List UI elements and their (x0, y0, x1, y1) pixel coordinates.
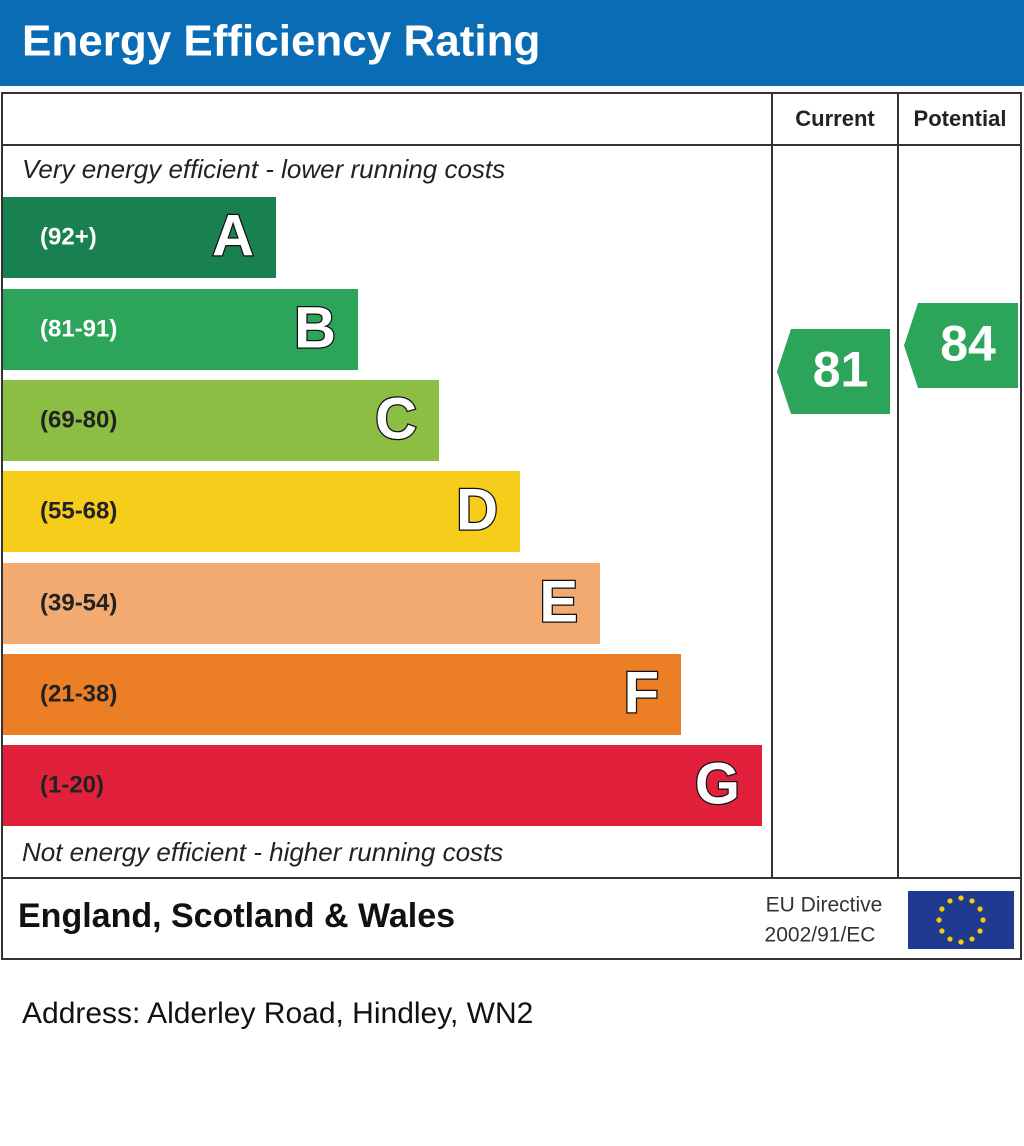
rating-value: 84 (940, 316, 996, 372)
band-range: (39-54) (40, 589, 117, 616)
band-bar (3, 654, 681, 735)
band-bar (3, 745, 762, 826)
band-range: (69-80) (40, 406, 117, 433)
eu-stars (936, 895, 986, 945)
address: Address: Alderley Road, Hindley, WN2 (22, 997, 533, 1030)
band-letter: D (456, 477, 498, 542)
star (958, 939, 964, 945)
band-letter: E (539, 569, 578, 634)
band-letter: A (212, 203, 254, 268)
title: Energy Efficiency Rating (22, 17, 540, 66)
band-range: (92+) (40, 223, 97, 250)
band-range: (21-38) (40, 680, 117, 707)
eu-flag (908, 891, 1014, 949)
rating-arrow (777, 329, 890, 414)
rating-arrow (904, 303, 1018, 388)
star (969, 898, 975, 904)
band-bar (3, 197, 276, 278)
star (958, 895, 964, 901)
star (939, 928, 945, 934)
directive: EU Directive (766, 894, 883, 917)
region: England, Scotland & Wales (18, 897, 455, 935)
band-range: (55-68) (40, 497, 117, 524)
band-bar (3, 471, 520, 552)
band-bar (3, 380, 439, 461)
frame (1, 92, 1022, 960)
column-header: Current (795, 106, 875, 131)
band-letter: B (294, 295, 336, 360)
star (969, 936, 975, 942)
header-bar (0, 0, 1024, 86)
star (939, 906, 945, 912)
band-letter: F (624, 660, 659, 725)
star (977, 906, 983, 912)
star (980, 917, 986, 923)
column-header: Potential (914, 106, 1007, 131)
band-range: (81-91) (40, 315, 117, 342)
star (947, 936, 953, 942)
top-note: Very energy efficient - lower running co… (22, 154, 505, 184)
band-letter: G (695, 751, 740, 816)
band-range: (1-20) (40, 771, 104, 798)
band-letter: C (375, 386, 417, 451)
rating-value: 81 (813, 342, 869, 398)
bottom-note: Not energy efficient - higher running co… (22, 837, 503, 867)
star (936, 917, 942, 923)
directive: 2002/91/EC (765, 924, 876, 947)
star (947, 898, 953, 904)
band-bar (3, 563, 600, 644)
band-bar (3, 289, 358, 370)
star (977, 928, 983, 934)
